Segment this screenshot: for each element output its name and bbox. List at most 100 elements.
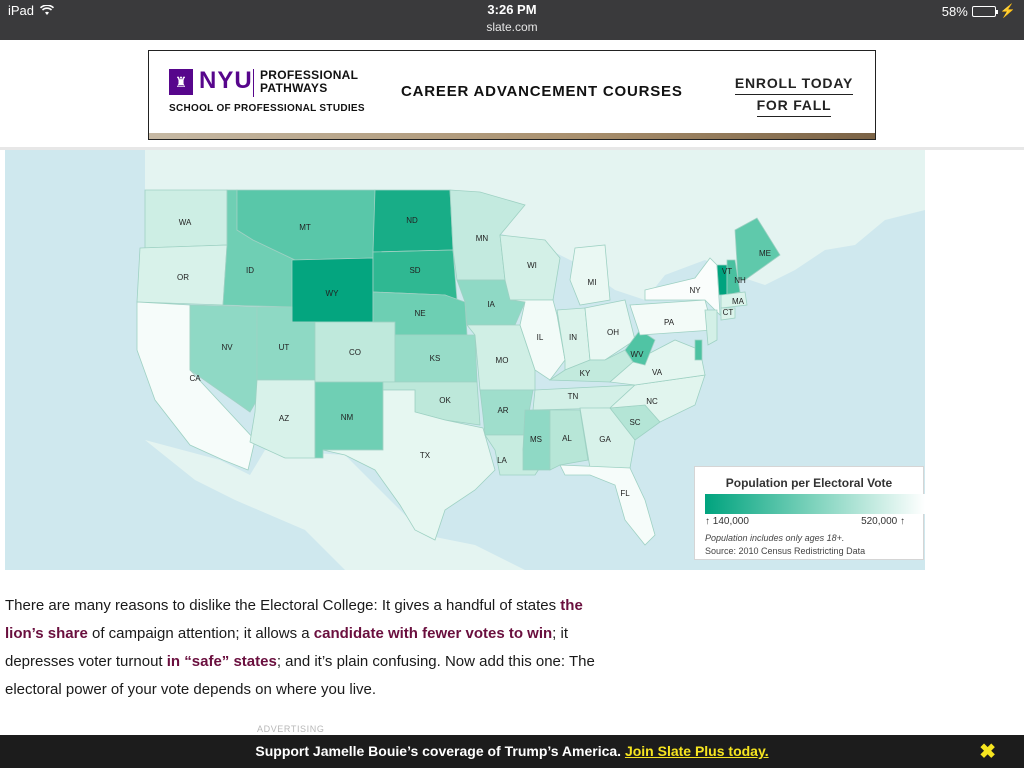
- nyu-logo-text: NYU: [199, 67, 253, 94]
- state-label-mt: MT: [299, 223, 311, 232]
- lions-share-link[interactable]: the lion’s share: [5, 597, 583, 642]
- state-label-ky: KY: [580, 369, 591, 378]
- fewer-votes-link[interactable]: candidate with fewer votes to win: [313, 625, 553, 642]
- school-name: SCHOOL OF PROFESSIONAL STUDIES: [169, 103, 365, 114]
- state-va[interactable]: [609, 339, 706, 386]
- text-segment: ; and it’s plain confusing. Now add this…: [5, 653, 595, 698]
- electoral-map: WA OR CA NV ID MT WY UT AZ CO NM ND SD NE KS OK TX MN IA MO…: [5, 150, 925, 570]
- state-label-ne: NE: [414, 309, 425, 318]
- legend-note: Population includes only ages 18+.: [705, 533, 845, 543]
- state-label-co: CO: [349, 348, 361, 357]
- text-segment: ; it depresses voter turnout: [5, 625, 568, 670]
- state-wv[interactable]: [624, 329, 656, 366]
- state-label-in: IN: [569, 333, 577, 342]
- safe-states-link[interactable]: in “safe” states: [166, 653, 277, 670]
- state-nj[interactable]: [704, 309, 718, 346]
- device-name: iPad: [8, 3, 35, 18]
- state-label-oh: OH: [607, 328, 619, 337]
- enroll-link[interactable]: ENROLL TODAY FOR FALL: [729, 73, 859, 117]
- state-label-sc: SC: [629, 418, 640, 427]
- state-ms[interactable]: [522, 409, 551, 471]
- state-al[interactable]: [549, 409, 589, 471]
- legend-max: 520,000 ↑: [861, 516, 905, 527]
- state-label-ct: CT: [723, 308, 734, 317]
- state-label-az: AZ: [279, 414, 289, 423]
- state-label-wi: WI: [527, 261, 537, 270]
- state-label-ma: MA: [732, 297, 745, 306]
- state-label-sd: SD: [409, 266, 420, 275]
- address-bar[interactable]: slate.com: [486, 20, 538, 34]
- map-svg: WA OR CA NV ID MT WY UT AZ CO NM ND SD NE KS OK TX MN IA MO…: [136, 150, 925, 570]
- state-label-ny: NY: [689, 286, 701, 295]
- join-slate-plus-link[interactable]: Join Slate Plus today.: [624, 743, 769, 759]
- state-fl[interactable]: [559, 464, 656, 546]
- state-ct[interactable]: [720, 307, 736, 321]
- state-label-mn: MN: [476, 234, 489, 243]
- status-left: iPad: [8, 3, 55, 18]
- state-me[interactable]: [734, 217, 781, 281]
- wifi-icon: [40, 5, 55, 15]
- nyu-torch-icon: ♜: [169, 69, 193, 95]
- battery-percent: 58%: [941, 3, 968, 19]
- state-label-fl: FL: [620, 489, 630, 498]
- state-label-va: VA: [652, 368, 663, 377]
- legend-min: ↑ 140,000: [705, 516, 749, 527]
- clock: 3:26 PM: [487, 2, 537, 17]
- state-label-nm: NM: [341, 413, 354, 422]
- logo-divider: [253, 69, 254, 97]
- state-label-pa: PA: [664, 318, 675, 327]
- state-label-me: ME: [759, 249, 771, 258]
- map-legend: Population per Electoral Vote ↑ 140,000 …: [694, 466, 925, 560]
- state-label-ga: GA: [599, 435, 611, 444]
- slate-plus-bar: Support Jamelle Bouie’s coverage of Trum…: [0, 735, 1024, 768]
- state-label-nv: NV: [221, 343, 233, 352]
- state-label-ia: IA: [487, 300, 495, 309]
- state-mi[interactable]: [569, 244, 611, 306]
- status-bar: iPad 3:26 PM slate.com 58% ⚡: [0, 0, 1024, 40]
- charging-icon: ⚡: [999, 3, 1016, 18]
- state-label-ca: CA: [189, 374, 201, 383]
- state-nv[interactable]: [189, 304, 258, 413]
- nyu-ad[interactable]: ♜ NYU PROFESSIONAL PATHWAYS SCHOOL OF PR…: [148, 50, 876, 140]
- state-label-nh: NH: [734, 276, 746, 285]
- cta-line-1: ENROLL TODAY: [734, 73, 854, 95]
- state-label-ar: AR: [497, 406, 508, 415]
- state-label-wy: WY: [326, 289, 340, 298]
- state-label-mo: MO: [496, 356, 509, 365]
- state-label-il: IL: [537, 333, 544, 342]
- state-label-or: OR: [177, 273, 189, 282]
- state-label-mi: MI: [588, 278, 597, 287]
- state-label-ut: UT: [279, 343, 290, 352]
- state-label-la: LA: [497, 456, 507, 465]
- state-oh[interactable]: [584, 299, 636, 361]
- close-icon[interactable]: ✖: [979, 741, 996, 763]
- text-segment: There are many reasons to dislike the El…: [5, 597, 561, 614]
- state-ma[interactable]: [720, 291, 748, 309]
- state-de[interactable]: [694, 339, 703, 361]
- state-label-nd: ND: [406, 216, 418, 225]
- cta-line-2: FOR FALL: [756, 95, 832, 117]
- legend-source: Source: 2010 Census Redistricting Data: [705, 546, 866, 556]
- promo-text: Support Jamelle Bouie’s coverage of Trum…: [0, 743, 1024, 759]
- state-label-al: AL: [562, 434, 572, 443]
- text-segment: of campaign attention; it allows a: [87, 625, 314, 642]
- state-tx[interactable]: [322, 389, 496, 541]
- ad-banner-area: ♜ NYU PROFESSIONAL PATHWAYS SCHOOL OF PR…: [0, 40, 1024, 150]
- state-label-ks: KS: [430, 354, 441, 363]
- state-label-wa: WA: [179, 218, 192, 227]
- advertising-label: ADVERTISING: [257, 724, 325, 734]
- battery-icon: [971, 5, 998, 17]
- legend-gradient: [705, 494, 925, 514]
- state-label-vt: VT: [722, 267, 732, 276]
- ad-bottom-strip: [149, 133, 875, 139]
- state-label-id: ID: [246, 266, 254, 275]
- legend-title: Population per Electoral Vote: [725, 476, 893, 490]
- professional-pathways: PROFESSIONAL PATHWAYS: [260, 68, 359, 95]
- promo-message: Support Jamelle Bouie’s coverage of Trum…: [255, 743, 625, 759]
- state-nh[interactable]: [726, 259, 741, 296]
- article-paragraph: There are many reasons to dislike the El…: [5, 592, 605, 704]
- state-label-ms: MS: [530, 435, 542, 444]
- state-label-tx: TX: [420, 451, 431, 460]
- state-label-tn: TN: [568, 392, 579, 401]
- ad-headline: CAREER ADVANCEMENT COURSES: [401, 83, 683, 100]
